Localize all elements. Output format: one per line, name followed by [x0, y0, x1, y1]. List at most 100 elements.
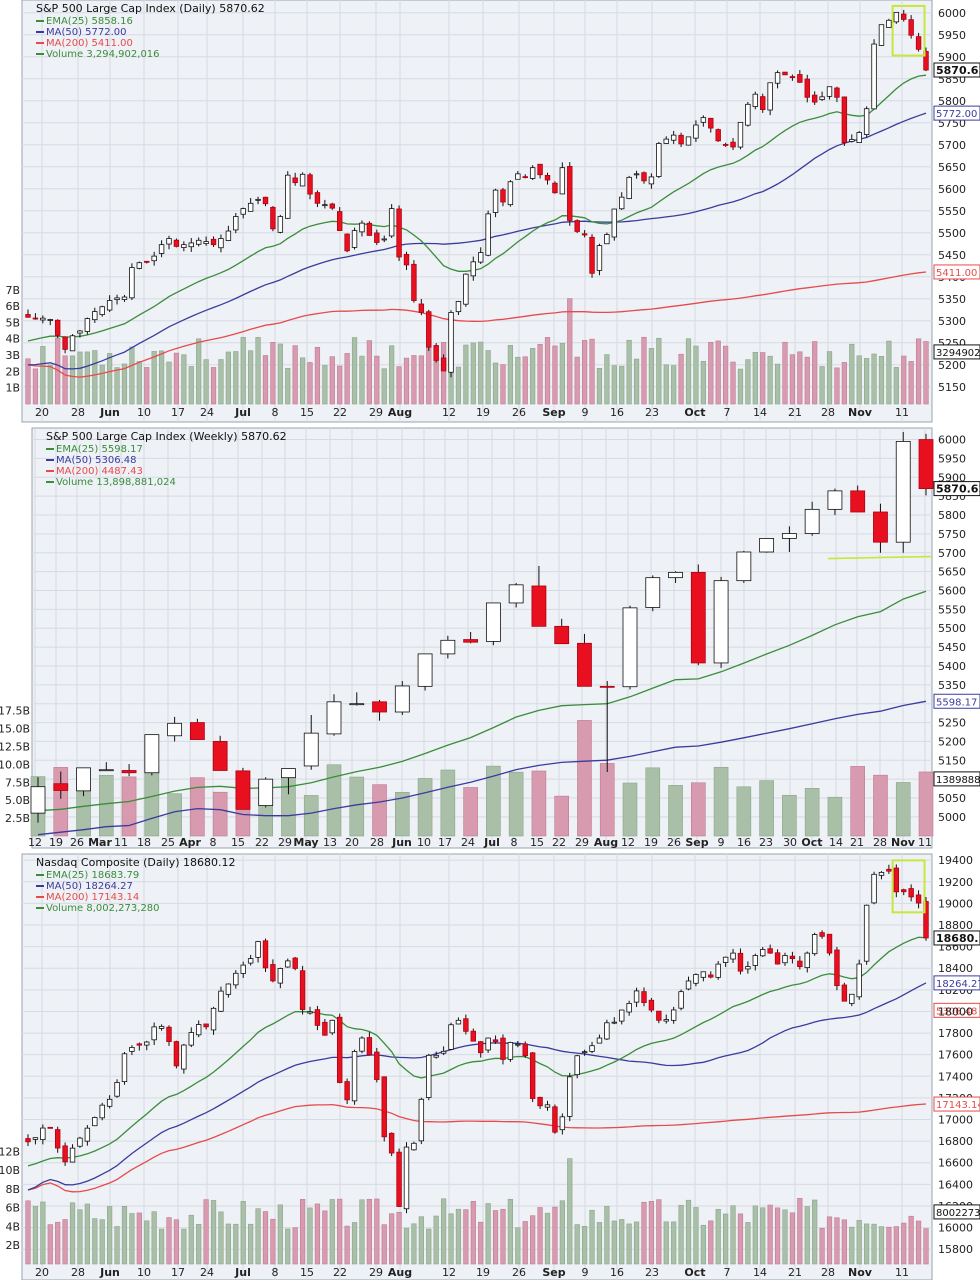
candle-body	[47, 1126, 53, 1129]
volume-tick-label: 1B	[5, 382, 20, 395]
volume-bar	[873, 774, 888, 837]
price-flag-label: 18680.12	[936, 932, 980, 945]
candle-body	[589, 1045, 595, 1052]
x-tick-label: 26	[70, 836, 84, 849]
candle-body	[292, 957, 298, 969]
volume-tick-label: 6B	[5, 300, 20, 313]
candle-body	[121, 1053, 128, 1082]
volume-bar	[515, 356, 521, 405]
candle-body	[529, 167, 536, 179]
chart-title: Nasdaq Composite (Daily) 18680.12	[36, 856, 236, 869]
x-tick-label: 10	[137, 1266, 151, 1279]
volume-bar	[596, 368, 603, 405]
volume-bar	[188, 366, 194, 405]
volume-bar	[188, 1214, 194, 1265]
x-tick-label: 11	[895, 406, 909, 419]
volume-bar	[455, 1208, 462, 1265]
volume-bar	[774, 363, 781, 405]
x-tick-label: 16	[737, 836, 751, 849]
x-tick-label: Oct	[684, 406, 705, 419]
volume-bar	[203, 359, 209, 405]
volume-bar	[262, 355, 269, 405]
candle-body	[804, 952, 810, 969]
x-tick-label: 16	[610, 1266, 624, 1279]
candle-body	[411, 1142, 417, 1151]
candle-body	[281, 768, 296, 779]
x-tick-label: Sep	[542, 1266, 565, 1279]
volume-bar	[455, 366, 462, 405]
x-tick-label: 25	[161, 836, 175, 849]
candle-body	[856, 132, 862, 144]
volume-tick-label: 8B	[5, 1183, 20, 1196]
x-tick-label: 15	[300, 406, 314, 419]
candle-body	[908, 888, 914, 898]
candle-body	[212, 741, 228, 771]
candle-body	[678, 991, 684, 1009]
volume-tick-label: 6B	[5, 1202, 20, 1215]
volume-bar	[359, 1199, 365, 1265]
price-flag	[933, 693, 980, 709]
volume-bar	[314, 1203, 321, 1265]
volume-bar	[708, 1220, 714, 1265]
volume-bar	[270, 1218, 276, 1265]
volume-bar	[819, 1227, 825, 1265]
ema25-line	[27, 936, 927, 1167]
candle-body	[40, 317, 46, 321]
candle-body	[417, 653, 433, 687]
price-flag-label: 17143.14	[936, 1100, 980, 1111]
volume-bar	[723, 1213, 729, 1265]
candle-body	[203, 241, 209, 244]
candle-body	[426, 1054, 432, 1098]
candles	[25, 864, 929, 1214]
candle-body	[106, 300, 113, 311]
x-tick-label: 7	[724, 1266, 731, 1279]
highlight-box	[891, 4, 926, 57]
candle-body	[908, 19, 914, 36]
volume-bar	[292, 345, 298, 405]
volume-bar	[789, 1212, 796, 1265]
volume-bar	[99, 774, 114, 837]
volume-bar	[500, 364, 506, 405]
volume-bar	[248, 1223, 254, 1265]
price-tick-label: 16400	[938, 1178, 973, 1191]
volume-bar	[47, 1224, 53, 1265]
volume-bar	[233, 1223, 239, 1265]
volume-bar	[389, 1213, 395, 1265]
price-flag	[933, 930, 980, 946]
volume-bar	[827, 796, 843, 837]
candle-body	[158, 244, 165, 254]
volume-bar	[255, 337, 261, 405]
x-tick-label: 21	[788, 406, 802, 419]
volume-bar	[812, 1199, 818, 1265]
x-tick-label: 23	[645, 1266, 659, 1279]
volume-bar	[849, 1226, 855, 1265]
candle-body	[92, 1117, 98, 1127]
candle-body	[225, 230, 232, 241]
x-tick-label: 11	[895, 1266, 909, 1279]
price-tick-label: 5600	[938, 584, 966, 597]
x-tick-label: 29	[369, 1266, 383, 1279]
x-tick-label: 12	[442, 406, 456, 419]
price-tick-label: 5650	[938, 566, 966, 579]
price-tick-label: 5800	[938, 509, 966, 522]
volume-bar	[599, 763, 615, 837]
ema25-line	[37, 590, 927, 812]
volume-bar	[737, 368, 744, 405]
volume-bar	[218, 1211, 224, 1265]
candle-body	[329, 1019, 335, 1034]
volume-bar	[508, 771, 524, 837]
x-tick-label: 20	[345, 836, 359, 849]
price-flag-label: 5306.48	[936, 1006, 977, 1017]
candle-body	[277, 968, 284, 984]
volume-bar	[760, 352, 766, 405]
x-tick-label: May	[293, 836, 318, 849]
volume-bar	[537, 1207, 543, 1265]
candle-body	[834, 949, 840, 987]
x-tick-label: 12	[621, 836, 635, 849]
candle-body	[581, 1051, 588, 1054]
x-tick-label: 11	[918, 836, 932, 849]
volume-bar	[374, 1198, 380, 1265]
candle-body	[759, 538, 775, 553]
candle-body	[455, 1019, 462, 1025]
candle-body	[826, 933, 833, 954]
